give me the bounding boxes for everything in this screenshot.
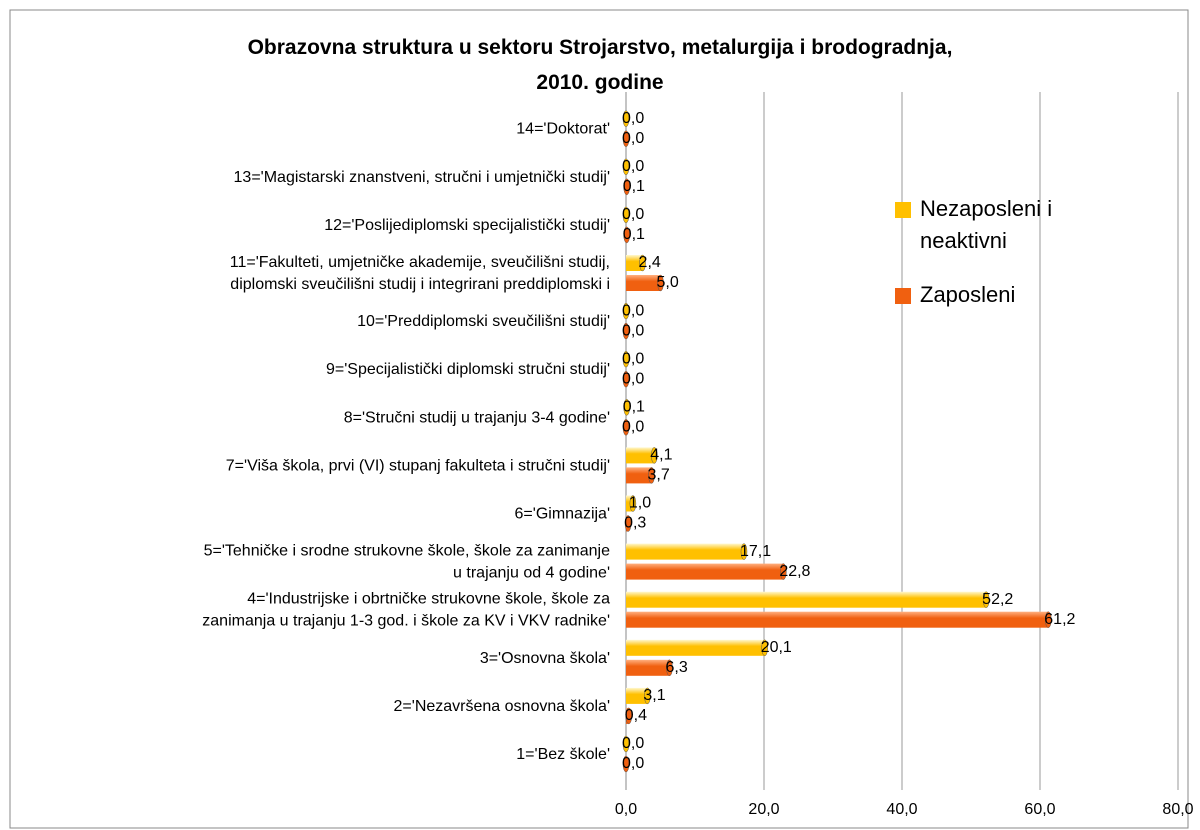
x-tick-label: 60,0 [1024, 801, 1055, 818]
bar-cap [629, 495, 637, 512]
data-label: 3,1 [643, 687, 665, 704]
data-label: 0,1 [623, 226, 645, 243]
data-label: 0,0 [622, 158, 644, 175]
chart-border [9, 9, 1189, 829]
data-label: 0,0 [622, 110, 644, 127]
bar [626, 687, 648, 704]
bar-cap [639, 254, 646, 272]
y-tick-label: 6='Gimnazija' [515, 506, 610, 523]
data-label: 0,0 [622, 322, 644, 339]
y-tick-label: 10='Preddiplomski sveučilišni studij' [357, 313, 610, 330]
bar-cap [657, 274, 664, 292]
bar-cap [666, 659, 673, 677]
data-label: 22,8 [779, 563, 810, 580]
y-tick-label: 9='Specijalistički diplomski stručni stu… [326, 361, 610, 378]
bar [626, 275, 661, 291]
bar-cap [622, 158, 630, 176]
y-tick-label: 8='Stručni studij u trajanju 3-4 godine' [344, 410, 610, 427]
data-label: 0,0 [622, 302, 644, 319]
legend-swatch [895, 288, 911, 304]
bar [626, 611, 1049, 628]
x-tick-label: 20,0 [748, 801, 779, 818]
bar [626, 255, 643, 271]
legend-label: Nezaposleni i neaktivni [920, 196, 1052, 253]
y-tick-label: 14='Doktorat' [516, 121, 610, 138]
bar-cap [622, 370, 630, 388]
bar-cap [622, 130, 630, 147]
bar-cap [625, 707, 633, 725]
data-label: 0,0 [622, 735, 644, 752]
legend-swatch [895, 202, 911, 218]
data-label: 0,4 [625, 707, 647, 724]
bar [626, 447, 655, 464]
bar-cap [622, 110, 630, 127]
y-tick-label: 4='Industrijske i obrtničke strukovne šk… [202, 591, 610, 630]
bar [626, 659, 670, 676]
bar-cap [780, 563, 787, 580]
y-tick-label: 13='Magistarski znanstveni, stručni i um… [234, 169, 610, 186]
bar-cap [623, 178, 630, 196]
bar-cap [624, 515, 632, 532]
bar-cap [740, 543, 748, 560]
bar [626, 639, 765, 656]
data-label: 0,3 [624, 515, 646, 532]
data-label: 5,0 [657, 274, 679, 291]
data-label: 0,0 [622, 370, 644, 387]
data-label: 17,1 [740, 543, 771, 560]
data-label: 52,2 [982, 591, 1013, 608]
bar-cap [623, 226, 630, 244]
data-label: 61,2 [1044, 611, 1075, 628]
data-label: 2,4 [639, 254, 661, 271]
data-label: 0,0 [622, 419, 644, 436]
y-tick-label: 7='Viša škola, prvi (VI) stupanj fakulte… [226, 458, 610, 475]
y-tick-label: 3='Osnovna škola' [480, 650, 610, 667]
bar [626, 467, 652, 484]
x-tick-label: 0,0 [615, 801, 637, 818]
bar [626, 591, 987, 608]
bar-cap [622, 755, 630, 773]
bar-cap [622, 350, 630, 368]
legend-label: Zaposleni [920, 282, 1015, 307]
y-tick-label: 2='Nezavršena osnovna škola' [394, 698, 610, 715]
bar-cap [622, 206, 630, 224]
data-label: 0,0 [622, 206, 644, 223]
data-label: 4,1 [650, 447, 672, 464]
bar-cap [622, 322, 630, 340]
chart-title: Obrazovna struktura u sektoru Strojarstv… [248, 36, 953, 94]
data-label: 3,7 [648, 467, 670, 484]
data-label: 1,0 [629, 495, 651, 512]
data-label: 0,0 [622, 130, 644, 147]
y-tick-label: 12='Poslijediplomski specijalistički stu… [324, 217, 610, 234]
x-tick-label: 80,0 [1162, 801, 1193, 818]
bar-cap [761, 639, 768, 657]
data-label: 0,1 [623, 178, 645, 195]
bar [626, 543, 744, 560]
data-label: 0,0 [622, 350, 644, 367]
bar-cap [648, 467, 655, 484]
bar [626, 563, 784, 580]
data-label: 0,0 [622, 755, 644, 772]
bar-cap [622, 735, 630, 753]
x-tick-label: 40,0 [886, 801, 917, 818]
bar [626, 495, 633, 512]
bar-cap [623, 399, 630, 416]
y-tick-label: 1='Bez škole' [516, 746, 610, 763]
y-tick-label: 5='Tehničke i srodne strukovne škole, šk… [204, 543, 610, 582]
bar-cap [622, 302, 630, 320]
data-label: 20,1 [761, 639, 792, 656]
data-label: 0,1 [623, 399, 645, 416]
data-label: 6,3 [665, 659, 687, 676]
bar-cap [622, 419, 630, 436]
bar-cap [651, 447, 658, 464]
bar-cap [644, 687, 651, 705]
bar-cap [982, 591, 990, 608]
y-tick-label: 11='Fakulteti, umjetničke akademije, sve… [230, 254, 610, 293]
bar-cap [1045, 611, 1052, 628]
